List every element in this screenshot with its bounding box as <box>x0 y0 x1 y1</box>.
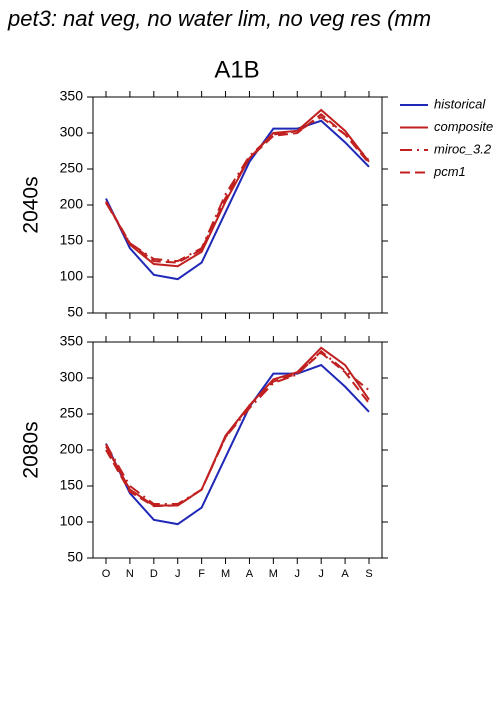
x-tick-label: M <box>269 568 278 580</box>
x-tick-label: J <box>175 568 181 580</box>
y-tick-label: 250 <box>60 160 84 176</box>
x-tick-label: N <box>126 568 134 580</box>
y-tick-label: 200 <box>60 196 84 212</box>
series-line <box>105 363 370 526</box>
series-line <box>105 115 370 263</box>
legend-label: miroc_3.2 <box>434 141 492 156</box>
y-tick-label: 150 <box>60 477 84 493</box>
series-line <box>105 108 370 268</box>
series-line <box>105 119 370 281</box>
x-tick-label: S <box>365 568 372 580</box>
panel-label: 2040s <box>20 176 43 233</box>
x-tick-label: D <box>150 568 158 580</box>
series-line <box>105 346 370 507</box>
y-tick-label: 250 <box>60 405 84 421</box>
series-line <box>105 350 370 505</box>
y-tick-label: 300 <box>60 369 84 385</box>
x-tick-label: M <box>221 568 230 580</box>
legend-label: historical <box>434 96 486 111</box>
x-tick-label: J <box>295 568 301 580</box>
x-tick-label: A <box>341 568 349 580</box>
x-tick-label: F <box>198 568 205 580</box>
x-tick-label: O <box>102 568 111 580</box>
y-tick-label: 50 <box>67 304 83 320</box>
y-tick-label: 150 <box>60 232 84 248</box>
series-line <box>105 112 370 264</box>
y-tick-label: 50 <box>67 549 83 565</box>
y-tick-label: 350 <box>60 333 84 349</box>
series-line <box>105 351 370 508</box>
y-tick-label: 100 <box>60 513 84 529</box>
plot-frame <box>92 341 383 559</box>
x-tick-label: A <box>246 568 254 580</box>
y-tick-label: 100 <box>60 268 84 284</box>
x-tick-label: J <box>318 568 324 580</box>
y-tick-label: 300 <box>60 124 84 140</box>
legend-label: pcm1 <box>433 164 466 179</box>
legend-label: composite <box>434 119 493 134</box>
panel-label: 2080s <box>20 421 43 478</box>
chart-subtitle: A1B <box>214 56 259 83</box>
chart-title: pet3: nat veg, no water lim, no veg res … <box>7 6 431 31</box>
y-tick-label: 350 <box>60 88 84 104</box>
y-tick-label: 200 <box>60 441 84 457</box>
